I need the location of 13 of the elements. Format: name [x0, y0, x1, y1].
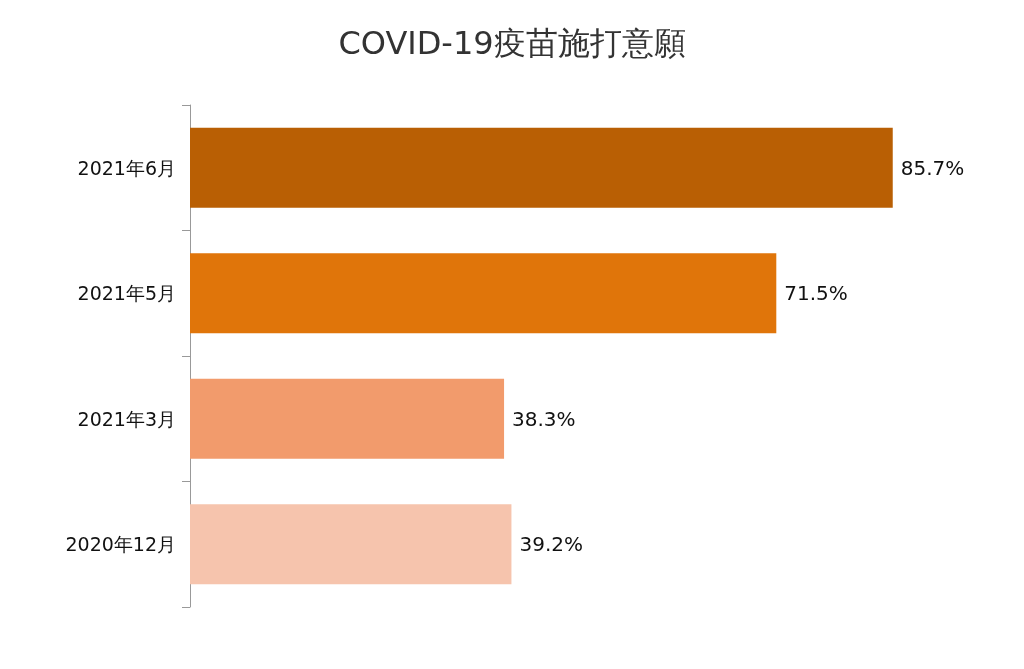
data-label: 71.5% [784, 281, 848, 306]
y-tick-label: 2021年3月 [77, 407, 176, 430]
data-label: 85.7% [900, 155, 965, 180]
data-label: 39.2% [519, 532, 583, 557]
y-tick-label: 2021年6月 [77, 156, 176, 179]
y-tick-label: 2020年12月 [65, 533, 176, 556]
bar [190, 504, 512, 585]
data-label: 38.3% [512, 406, 576, 431]
bar [190, 127, 893, 208]
chart-title: COVID-19疫苗施打意願 [338, 24, 686, 62]
y-tick-label: 2021年5月 [77, 282, 176, 305]
bar [190, 378, 505, 459]
bar [190, 253, 777, 334]
